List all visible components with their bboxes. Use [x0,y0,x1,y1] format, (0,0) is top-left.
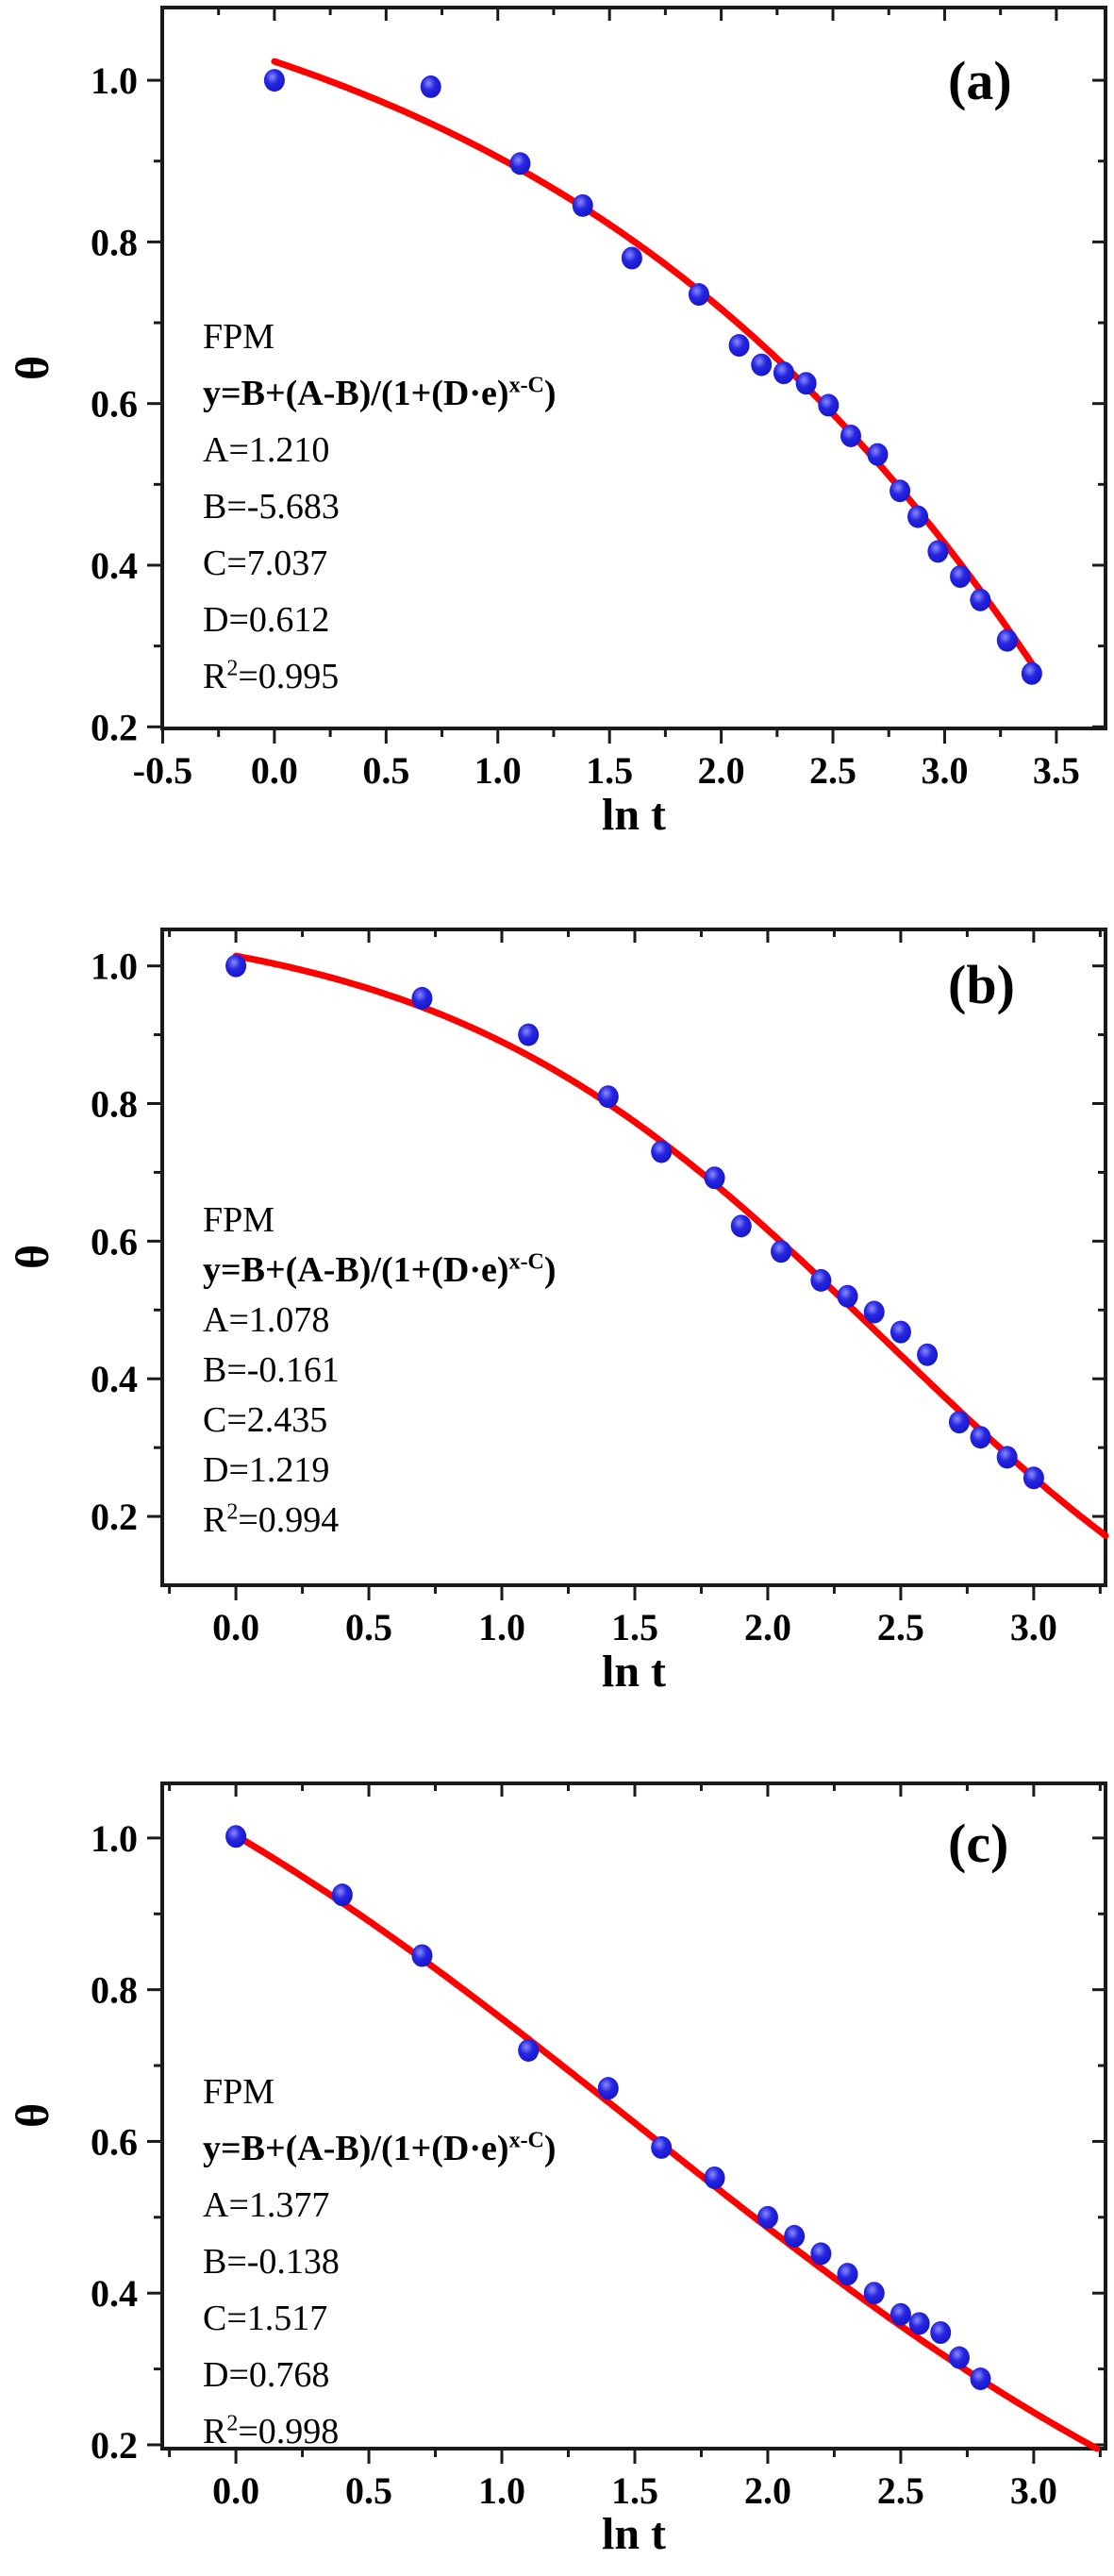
param-b: B=-5.683 [203,487,340,527]
svg-text:0.0: 0.0 [212,2469,259,2512]
fit-annotation: FPM y=B+(A-B)/(1+(D·e)x-C) A=1.210 B=-5.… [203,309,557,705]
param-b: B=-0.161 [203,1350,340,1390]
svg-text:0.4: 0.4 [91,544,138,587]
model-name: FPM [203,317,275,357]
model-name: FPM [203,1200,275,1240]
param-a: A=1.377 [203,2185,330,2225]
fit-equation: y=B+(A-B)/(1+(D·e)x-C) [203,1249,557,1290]
plot-canvas-a: -0.5 0.0 0.5 1.0 1.5 2.0 2.5 3.0 3.5 0.2 0.4 0.6 0.8… [91,6,1107,792]
svg-text:1.0: 1.0 [478,1606,525,1648]
param-a: A=1.210 [203,430,330,470]
svg-text:0.4: 0.4 [91,2272,138,2315]
y-axis-label: θ [6,2102,58,2129]
svg-text:1.0: 1.0 [91,59,138,102]
panel-b: 0.0 0.5 1.0 1.5 2.0 2.5 3.0 0.2 0.4 0.6 0.8 1.0 θ l… [0,859,1114,1717]
svg-text:0.5: 0.5 [345,2469,392,2512]
svg-text:2.5: 2.5 [877,2469,924,2512]
svg-text:0.0: 0.0 [251,749,298,792]
svg-text:0.2: 0.2 [91,1496,138,1538]
svg-text:-0.5: -0.5 [133,749,192,792]
svg-text:0.5: 0.5 [345,1606,392,1648]
svg-text:0.8: 0.8 [91,1083,138,1126]
svg-text:2.0: 2.0 [698,749,745,792]
param-b: B=-0.138 [203,2242,340,2282]
fit-annotation: FPM y=B+(A-B)/(1+(D·e)x-C) A=1.078 B=-0.… [203,1196,557,1546]
x-axis-label: ln t [601,1647,667,1697]
panel-letter: (c) [948,1813,1009,1874]
plot-canvas-b: 0.0 0.5 1.0 1.5 2.0 2.5 3.0 0.2 0.4 0.6 0.8 1.0 [91,928,1109,1648]
svg-text:1.0: 1.0 [478,2469,525,2512]
svg-text:0.0: 0.0 [212,1606,259,1648]
svg-text:3.0: 3.0 [1010,2469,1057,2512]
svg-text:0.6: 0.6 [91,2120,138,2163]
svg-text:0.2: 0.2 [91,706,138,748]
svg-text:0.5: 0.5 [362,749,409,792]
param-c: C=1.517 [203,2299,328,2338]
panel-letter: (a) [948,50,1012,111]
x-axis-label: ln t [601,790,667,840]
panel-letter: (b) [948,954,1015,1015]
plot-canvas-c: 0.0 0.5 1.0 1.5 2.0 2.5 3.0 0.2 0.4 0.6 0.8 1.0 [91,1781,1107,2512]
svg-text:0.6: 0.6 [91,1220,138,1263]
svg-text:1.5: 1.5 [611,1606,658,1648]
param-d: D=0.612 [203,600,330,640]
x-axis-label: ln t [601,2509,667,2559]
y-axis-label: θ [6,355,58,381]
svg-text:0.8: 0.8 [91,221,138,263]
svg-text:1.0: 1.0 [91,1817,138,1860]
svg-text:3.0: 3.0 [921,749,968,792]
param-d: D=1.219 [203,1450,330,1490]
svg-text:1.0: 1.0 [91,945,138,988]
svg-text:3.0: 3.0 [1010,1606,1057,1648]
svg-text:0.6: 0.6 [91,383,138,426]
param-r2: R2=0.998 [203,2411,340,2451]
fit-annotation: FPM y=B+(A-B)/(1+(D·e)x-C) A=1.377 B=-0.… [203,2064,557,2460]
param-a: A=1.078 [203,1300,330,1340]
svg-text:2.0: 2.0 [744,1606,791,1648]
param-r2: R2=0.994 [203,1499,340,1540]
model-name: FPM [203,2072,275,2112]
panel-c: 0.0 0.5 1.0 1.5 2.0 2.5 3.0 0.2 0.4 0.6 0.8 1.0 θ l… [0,1717,1114,2576]
svg-text:2.0: 2.0 [744,2469,791,2512]
y-axis-label: θ [6,1244,58,1270]
svg-text:0.2: 0.2 [91,2424,138,2467]
svg-text:2.5: 2.5 [877,1606,924,1648]
fit-equation: y=B+(A-B)/(1+(D·e)x-C) [203,2128,557,2168]
svg-text:1.5: 1.5 [611,2469,658,2512]
param-r2: R2=0.995 [203,656,340,696]
fit-equation: y=B+(A-B)/(1+(D·e)x-C) [203,373,557,413]
svg-text:3.5: 3.5 [1033,749,1080,792]
svg-text:1.5: 1.5 [586,749,633,792]
panel-a: -0.5 0.0 0.5 1.0 1.5 2.0 2.5 3.0 3.5 0.2 0.4 0.6 0.8… [0,0,1114,859]
param-c: C=7.037 [203,544,328,583]
svg-text:2.5: 2.5 [809,749,856,792]
svg-text:1.0: 1.0 [474,749,522,792]
param-c: C=2.435 [203,1400,328,1440]
param-d: D=0.768 [203,2355,330,2395]
svg-text:0.8: 0.8 [91,1969,138,2012]
svg-text:0.4: 0.4 [91,1358,138,1400]
